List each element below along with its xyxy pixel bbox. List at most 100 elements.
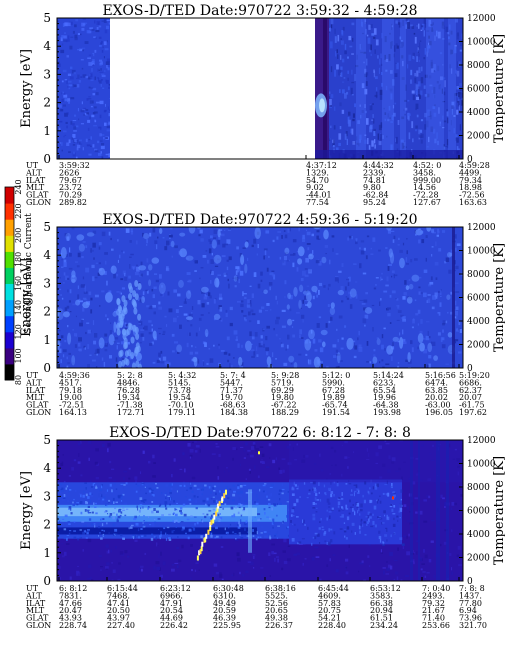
noise-speck	[237, 343, 240, 348]
noise-speck	[412, 138, 414, 143]
y-tick-label: 4	[43, 39, 51, 53]
noise-speck	[345, 483, 348, 485]
noise-speck	[318, 316, 322, 319]
noise-speck	[116, 291, 120, 293]
noise-speck	[120, 496, 123, 500]
noise-speck	[98, 25, 102, 28]
noise-speck	[408, 533, 410, 537]
noise-speck	[394, 102, 397, 105]
noise-speck	[173, 289, 177, 293]
blob	[118, 360, 123, 368]
noise-speck	[84, 113, 88, 116]
noise-speck	[189, 455, 191, 459]
noise-speck	[97, 523, 100, 525]
noise-speck	[130, 526, 133, 529]
noise-speck	[388, 105, 391, 111]
noise-speck	[293, 253, 296, 256]
noise-speck	[451, 571, 454, 575]
row-label: ILAT	[26, 599, 46, 608]
noise-speck	[160, 361, 164, 364]
noise-speck	[58, 104, 62, 108]
noise-speck	[101, 484, 103, 487]
noise-speck	[403, 292, 407, 296]
noise-speck	[125, 324, 129, 327]
noise-speck	[326, 564, 329, 567]
noise-speck	[149, 232, 152, 237]
noise-speck	[168, 538, 172, 541]
blob	[158, 282, 166, 294]
noise-speck	[339, 516, 343, 518]
noise-speck	[292, 239, 297, 243]
noise-speck	[253, 444, 256, 449]
noise-speck	[417, 346, 420, 350]
noise-speck	[461, 297, 463, 301]
noise-speck	[104, 271, 107, 275]
noise-speck	[229, 322, 233, 327]
noise-speck	[419, 330, 423, 335]
noise-speck	[385, 284, 389, 287]
noise-speck	[103, 496, 106, 499]
noise-speck	[157, 518, 161, 520]
noise-speck	[172, 350, 175, 353]
noise-speck	[391, 41, 394, 46]
noise-speck	[370, 44, 372, 51]
noise-speck	[353, 492, 355, 497]
noise-speck	[447, 32, 450, 35]
noise-speck	[160, 294, 163, 296]
noise-speck	[348, 277, 350, 279]
noise-speck	[232, 484, 235, 487]
noise-speck	[134, 515, 137, 519]
noise-speck	[428, 355, 432, 359]
noise-speck	[193, 484, 197, 487]
noise-speck	[441, 344, 446, 349]
noise-speck	[293, 514, 295, 517]
noise-speck	[120, 292, 122, 295]
noise-speck	[101, 73, 105, 76]
noise-speck	[398, 22, 400, 25]
stair-feature	[213, 514, 216, 520]
blob	[179, 248, 188, 258]
noise-speck	[430, 24, 433, 26]
noise-speck	[359, 247, 361, 250]
row-label: GLON	[26, 198, 51, 207]
noise-speck	[394, 559, 398, 562]
noise-speck	[95, 262, 99, 264]
noise-speck	[319, 578, 322, 581]
noise-speck	[443, 120, 447, 123]
table-cell: 77.54	[306, 198, 329, 207]
noise-speck	[158, 505, 161, 507]
noise-speck	[315, 260, 320, 264]
noise-speck	[83, 107, 87, 110]
noise-speck	[374, 483, 378, 487]
noise-speck	[316, 230, 320, 233]
noise-speck	[371, 492, 373, 495]
noise-speck	[113, 533, 115, 536]
noise-speck	[94, 525, 96, 528]
noise-speck	[418, 239, 421, 244]
noise-speck	[186, 272, 191, 275]
noise-speck	[242, 574, 245, 577]
noise-speck	[198, 317, 202, 321]
noise-speck	[352, 118, 355, 122]
noise-speck	[460, 42, 462, 47]
noise-speck	[286, 515, 290, 518]
noise-speck	[281, 325, 286, 328]
noise-speck	[231, 364, 233, 368]
noise-speck	[218, 346, 220, 349]
noise-speck	[392, 513, 396, 515]
noise-speck	[315, 556, 320, 558]
blob	[201, 286, 209, 293]
noise-speck	[426, 300, 428, 303]
noise-speck	[93, 257, 95, 260]
noise-speck	[366, 235, 370, 238]
noise-speck	[165, 507, 168, 510]
noise-speck	[219, 229, 223, 231]
noise-speck	[439, 52, 443, 55]
noise-speck	[286, 445, 291, 449]
noise-speck	[321, 528, 325, 531]
noise-speck	[268, 282, 273, 286]
noise-speck	[104, 252, 108, 255]
spectrogram-panel-1: EXOS-D/TED Date:970722 3:59:32 - 4:59:28…	[19, 3, 505, 207]
noise-speck	[156, 542, 158, 547]
noise-speck	[91, 523, 94, 526]
